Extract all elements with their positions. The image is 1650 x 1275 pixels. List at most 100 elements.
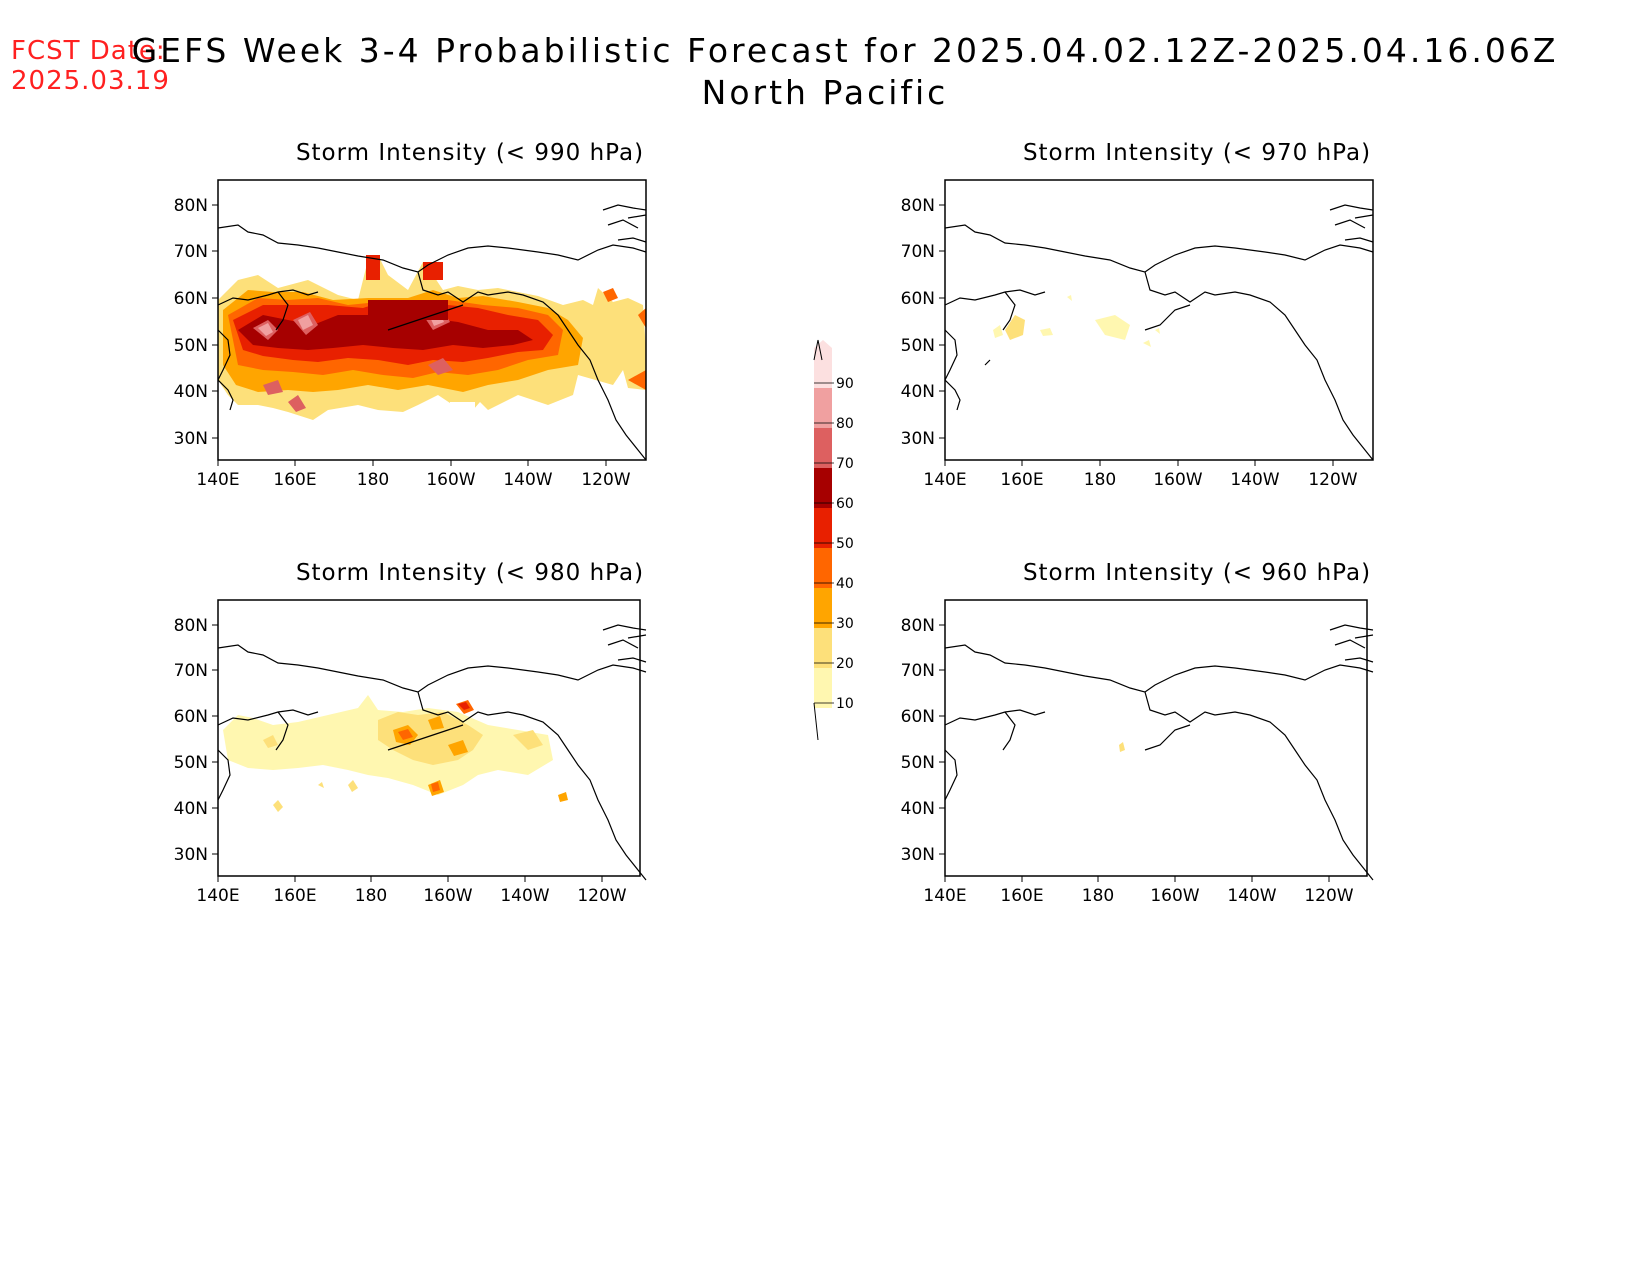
colorbar-box	[814, 388, 832, 428]
colorbar-label: 90	[836, 376, 854, 392]
probability-field	[1119, 742, 1125, 752]
colorbar-box	[814, 508, 832, 548]
map-970: 80N 70N 60N 50N 40N 30N 140E 160E 180 16…	[901, 179, 1374, 490]
forecast-date-value: 2025.03.19	[11, 66, 170, 96]
ticks	[939, 204, 1334, 466]
lat-label: 60N	[901, 707, 935, 727]
panel-960: Storm Intensity (< 960 hPa) 80N 70N	[897, 560, 1537, 940]
probability-field	[993, 295, 1160, 347]
lat-label: 70N	[901, 242, 935, 262]
lon-label: 140W	[1227, 886, 1276, 906]
lon-label: 160W	[423, 886, 472, 906]
colorbar-label: 10	[836, 696, 854, 712]
lon-label: 160E	[273, 470, 316, 490]
map-990: 80N 70N 60N 50N 40N 30N 140E 160E 180 16…	[174, 179, 647, 490]
ticks	[212, 204, 607, 466]
colorbar-box	[814, 428, 832, 468]
colorbar-box	[814, 588, 832, 628]
colorbar-label: 60	[836, 496, 854, 512]
lat-label: 70N	[174, 242, 208, 262]
title-line-1: GEFS Week 3-4 Probabilistic Forecast for…	[131, 31, 1559, 70]
lat-label: 30N	[901, 845, 935, 865]
coastlines	[217, 624, 647, 881]
page-title: GEFS Week 3-4 Probabilistic Forecast for…	[0, 30, 1650, 114]
lon-label: 180	[1082, 886, 1114, 906]
lat-label: 40N	[901, 382, 935, 402]
map-960: 80N 70N 60N 50N 40N 30N 140E 160E 180 16…	[901, 599, 1374, 906]
lon-label: 140E	[196, 886, 239, 906]
lat-label: 50N	[174, 336, 208, 356]
map-980: 80N 70N 60N 50N 40N 30N 140E 160E 180 16…	[174, 599, 647, 906]
lat-label: 80N	[174, 616, 208, 636]
map-frame	[217, 599, 641, 877]
lon-label: 180	[357, 470, 389, 490]
coastlines	[944, 624, 1374, 881]
lat-label: 60N	[174, 289, 208, 309]
lon-label: 120W	[577, 886, 626, 906]
lon-label: 160W	[1153, 470, 1202, 490]
ticks	[212, 624, 603, 882]
coastlines	[944, 204, 1374, 461]
lon-label: 140W	[500, 886, 549, 906]
lon-label: 180	[1084, 470, 1116, 490]
colorbar-label: 40	[836, 576, 854, 592]
lon-label: 120W	[581, 470, 630, 490]
lat-label: 50N	[901, 336, 935, 356]
lon-label: 160E	[1000, 470, 1043, 490]
colorbar-bottom-cap	[813, 702, 819, 741]
lon-label: 120W	[1308, 470, 1357, 490]
panel-title: Storm Intensity (< 980 hPa)	[295, 560, 645, 586]
colorbar-box	[814, 628, 832, 668]
lat-label: 80N	[174, 196, 208, 216]
lon-label: 120W	[1304, 886, 1353, 906]
lon-label: 180	[355, 886, 387, 906]
colorbar: 10 20 30 40 50 60 70 80 90	[813, 339, 854, 741]
lat-label: 60N	[901, 289, 935, 309]
map-frame	[944, 179, 1374, 461]
colorbar-cap-fill	[814, 340, 832, 348]
lon-label: 160W	[426, 470, 475, 490]
lon-label: 140W	[1230, 470, 1279, 490]
colorbar-label: 50	[836, 536, 854, 552]
map-frame	[944, 599, 1368, 877]
lon-label: 140E	[923, 886, 966, 906]
coastlines	[217, 204, 647, 461]
panel-title: Storm Intensity (< 960 hPa)	[1022, 560, 1372, 586]
colorbar-box	[814, 668, 832, 708]
panel-title: Storm Intensity (< 990 hPa)	[295, 140, 645, 166]
lat-label: 50N	[901, 753, 935, 773]
map-frame	[217, 179, 647, 461]
colorbar-box	[814, 348, 832, 388]
colorbar-boxes	[814, 340, 832, 708]
panel-990: Storm Intensity (< 990 hPa)	[170, 140, 810, 520]
colorbar-label: 30	[836, 616, 854, 632]
panel-970: Storm Intensity (< 970 hPa)	[897, 140, 1537, 520]
forecast-date-block: FCST Date: 2025.03.19	[11, 36, 170, 96]
lat-label: 40N	[174, 799, 208, 819]
lat-label: 50N	[174, 753, 208, 773]
forecast-date-label: FCST Date:	[11, 36, 166, 66]
lat-label: 80N	[901, 196, 935, 216]
title-line-2: North Pacific	[701, 73, 949, 112]
lon-label: 140E	[923, 470, 966, 490]
lon-label: 140E	[196, 470, 239, 490]
lon-label: 140W	[503, 470, 552, 490]
lat-label: 80N	[901, 616, 935, 636]
colorbar-label: 80	[836, 416, 854, 432]
colorbar-labels: 10 20 30 40 50 60 70 80 90	[814, 376, 854, 712]
lat-label: 30N	[174, 429, 208, 449]
ticks	[939, 624, 1330, 882]
lat-label: 40N	[901, 799, 935, 819]
colorbar-box	[814, 468, 832, 508]
colorbar-label: 20	[836, 656, 854, 672]
lat-label: 60N	[174, 707, 208, 727]
colorbar-box	[814, 548, 832, 588]
lat-label: 40N	[174, 382, 208, 402]
lon-label: 160W	[1150, 886, 1199, 906]
panel-title: Storm Intensity (< 970 hPa)	[1022, 140, 1372, 166]
colorbar-top-cap	[813, 339, 823, 361]
lon-label: 160E	[273, 886, 316, 906]
colorbar-label: 70	[836, 456, 854, 472]
lat-label: 30N	[901, 429, 935, 449]
lat-label: 70N	[901, 661, 935, 681]
